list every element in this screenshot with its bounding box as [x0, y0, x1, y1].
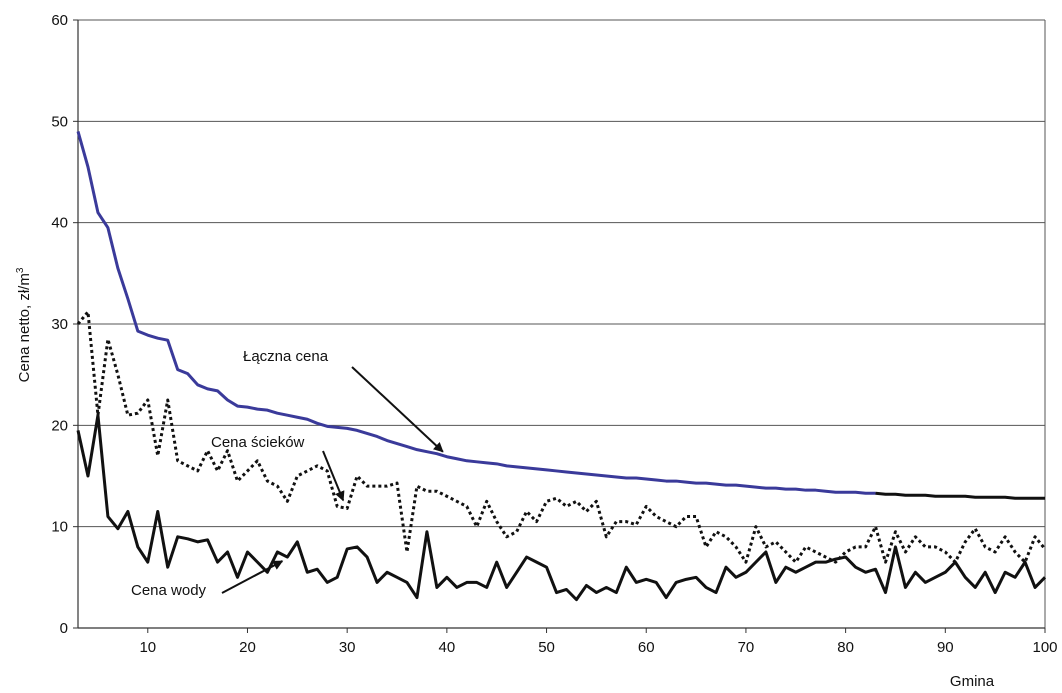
x-tick-label-80: 80: [837, 639, 854, 656]
x-tick-label-20: 20: [239, 639, 256, 656]
series-laczna-cena-line: [76, 131, 876, 495]
y-axis-title: Cena netto, zł/m3: [15, 267, 33, 382]
x-tick-label-70: 70: [738, 639, 755, 656]
x-tick-label-30: 30: [339, 639, 356, 656]
x-tick-label-50: 50: [538, 639, 555, 656]
y-tick-label-50: 50: [51, 113, 68, 130]
annotation-cena-wody-label: Cena wody: [131, 582, 207, 599]
series-laczna-cena-line-tail: [875, 491, 1045, 500]
annotation-cena-sciekow-label: Cena ścieków: [211, 434, 305, 451]
annotations: Łączna cena Cena ścieków Cena wody: [131, 348, 444, 599]
annotation-laczna-cena-arrow: [351, 366, 444, 453]
series-cena-wody-line: [76, 413, 1047, 602]
y-tick-label-10: 10: [51, 519, 68, 536]
x-tick-label-60: 60: [638, 639, 655, 656]
y-axis-title-superscript: 3: [15, 267, 26, 273]
annotation-cena-sciekow-arrow: [322, 450, 345, 502]
y-tick-label-0: 0: [60, 620, 68, 637]
x-tick-label-90: 90: [937, 639, 954, 656]
annotation-laczna-cena-label: Łączna cena: [243, 348, 329, 365]
gridlines: [78, 19, 1046, 628]
x-tick-label-40: 40: [439, 639, 456, 656]
y-tick-label-60: 60: [51, 12, 68, 29]
tick-labels: 0 10 20 30 40 50 60 10 20 30 40 50 60 70 80 90 100: [51, 12, 1057, 656]
x-tick-label-100: 100: [1032, 639, 1057, 656]
x-axis-title: Gmina: [950, 673, 995, 690]
y-tick-label-40: 40: [51, 215, 68, 232]
annotation-cena-wody-arrow: [221, 560, 284, 594]
x-tick-label-10: 10: [139, 639, 156, 656]
series-cena-sciekow-line: [76, 310, 1047, 564]
y-tick-label-30: 30: [51, 316, 68, 333]
y-axis-title-main: Cena netto, zł/m: [16, 273, 33, 382]
y-tick-label-20: 20: [51, 417, 68, 434]
series: [76, 131, 1047, 602]
